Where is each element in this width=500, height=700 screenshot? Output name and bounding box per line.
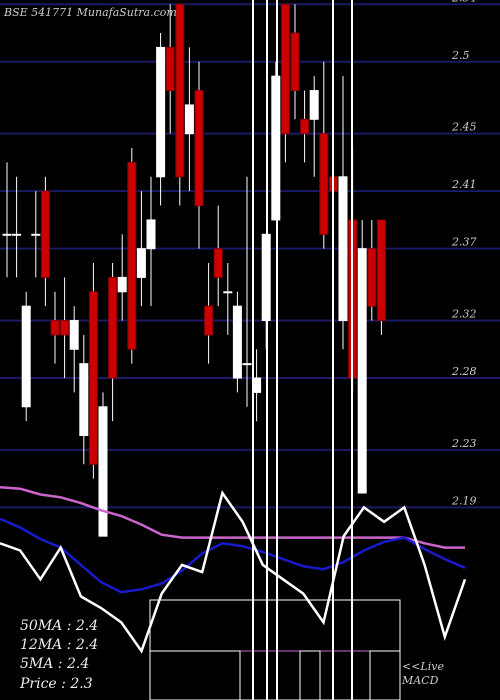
candle-body — [31, 233, 41, 236]
y-tick-label: 2.37 — [451, 236, 477, 249]
live-label: <<Live — [402, 660, 444, 673]
macd-label: MACD — [401, 674, 439, 687]
candle-body — [50, 320, 60, 336]
vertical-lines — [252, 0, 353, 700]
candle-body — [357, 248, 367, 494]
candle-body — [2, 233, 12, 236]
candle-body — [300, 118, 310, 135]
candle-body — [108, 276, 118, 379]
y-tick-label: 2.19 — [451, 494, 477, 507]
candle-body — [204, 305, 214, 336]
candle-body — [213, 248, 223, 278]
candle-body — [194, 90, 204, 207]
plot: 2.54 2.5 2.45 2.41 2.37 2.32 2.28 2.23 2.19 — [0, 0, 500, 654]
candle-body — [88, 291, 98, 465]
candle-body — [21, 305, 31, 408]
candle-body — [165, 46, 175, 92]
candle-body — [271, 75, 281, 221]
macd-box — [149, 599, 401, 700]
ma5-label: 5MA : 2.4 — [20, 656, 89, 672]
candle-body — [40, 190, 50, 278]
candle-body — [184, 104, 194, 135]
candle-body — [60, 320, 70, 336]
price-label: Price : 2.3 — [19, 676, 93, 692]
ma-line — [0, 490, 467, 654]
candle-body — [319, 133, 329, 235]
candle-body — [280, 3, 290, 135]
ma-line — [0, 517, 466, 594]
candle-body — [290, 32, 300, 92]
ma50-label: 50MA : 2.4 — [20, 618, 98, 634]
candle-body — [223, 291, 233, 294]
y-tick-label: 2.54 — [451, 0, 477, 4]
candle-body — [309, 90, 319, 120]
candle-body — [156, 46, 166, 178]
y-tick-label: 2.23 — [451, 437, 477, 450]
y-tick-label: 2.28 — [451, 365, 477, 378]
candle-body — [136, 248, 146, 278]
candle-body — [69, 320, 79, 350]
y-tick-label: 2.45 — [451, 121, 477, 134]
y-tick-label: 2.41 — [451, 178, 477, 191]
candle-body — [232, 305, 242, 379]
candle-body — [127, 161, 137, 350]
candle-body — [117, 276, 127, 293]
chart-title: BSE 541771 MunafaSutra.com — [3, 6, 177, 19]
candle-body — [175, 3, 185, 178]
candle-body — [12, 233, 22, 236]
candle-body — [376, 219, 386, 322]
ma-line — [0, 486, 465, 549]
candle-body — [146, 219, 156, 250]
candle-body — [79, 363, 89, 437]
candle-body — [338, 176, 348, 322]
candle-body — [98, 406, 108, 537]
y-tick-label: 2.32 — [451, 308, 477, 321]
ma12-label: 12MA : 2.4 — [20, 637, 98, 653]
candle-body — [242, 363, 252, 366]
y-tick-label: 2.5 — [451, 49, 470, 62]
candle-body — [367, 248, 377, 307]
